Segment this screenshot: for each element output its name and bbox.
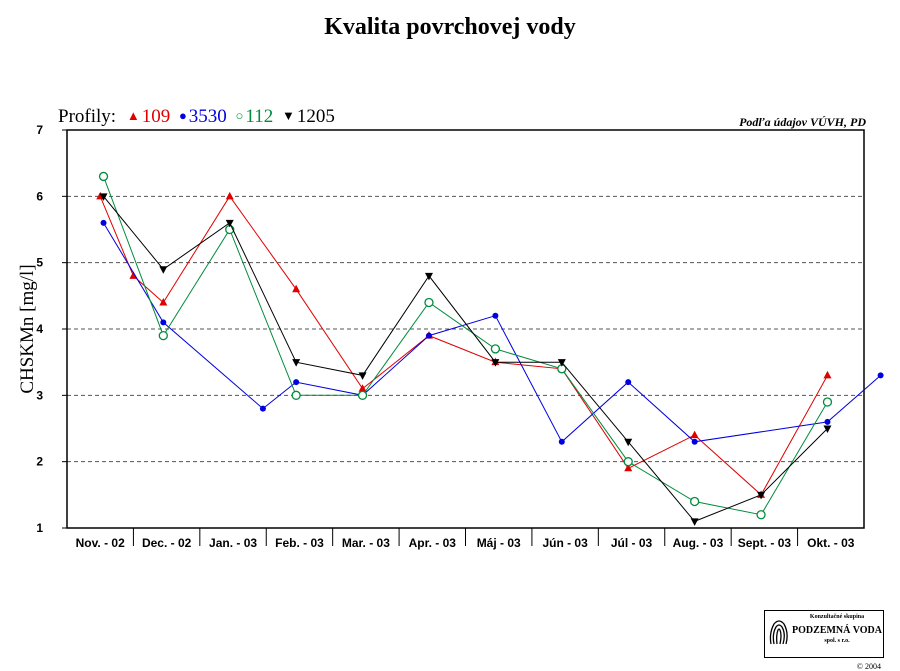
data-point-1205 (424, 272, 433, 281)
legend-item-109: ▲ 109 (126, 106, 171, 127)
data-point-112 (158, 330, 168, 341)
data-point-1205 (225, 219, 234, 228)
series-line-112 (103, 176, 828, 516)
data-point-3530 (293, 379, 300, 386)
y-tick-label: 7 (36, 123, 43, 137)
x-tick-label: Okt. - 03 (807, 536, 855, 550)
logo-name: PODZEMNÁ VODA (792, 625, 882, 636)
data-point-112 (490, 344, 501, 354)
data-point-3530 (824, 418, 831, 425)
x-tick-label: Jún - 03 (542, 536, 588, 550)
y-tick-label: 3 (36, 388, 43, 402)
data-point-3530 (558, 438, 565, 445)
data-point-112 (98, 171, 109, 182)
legend-label: Profily: (58, 106, 117, 127)
fingerprint-icon (769, 620, 788, 645)
y-tick-label: 6 (36, 189, 43, 203)
y-axis-label: CHSKMn [mg/l] (17, 264, 38, 393)
series-line-3530 (103, 222, 881, 443)
y-tick-label: 4 (36, 322, 43, 336)
data-point-109 (159, 297, 168, 306)
data-point-1205 (557, 359, 566, 367)
x-tick-label: Sept. - 03 (738, 536, 792, 550)
logo-sub-text: spol. s r.o. (824, 638, 850, 644)
company-logo: Konzultačné skupina PODZEMNÁ VODA spol. … (764, 610, 884, 671)
data-point-1205 (690, 518, 699, 526)
logo-top-text: Konzultačné skupina (809, 614, 865, 620)
data-point-109 (624, 463, 633, 472)
data-point-1205 (99, 193, 108, 201)
copyright: © 2004 (856, 662, 881, 671)
filled-circle-icon: ● (178, 108, 187, 123)
data-point-1205 (823, 425, 832, 433)
data-point-112 (623, 457, 633, 467)
open-circle-icon: ○ (235, 108, 244, 123)
data-point-112 (424, 297, 434, 308)
data-point-3530 (492, 312, 499, 319)
y-tick-label: 2 (36, 455, 43, 469)
data-point-3530 (425, 332, 432, 339)
data-point-1205 (159, 266, 168, 274)
source-note: Podľa údajov VÚVH, PD (739, 115, 866, 129)
triangle-down-icon: ▼ (281, 108, 295, 123)
y-tick-label: 1 (36, 521, 43, 535)
chart-title: Kvalita povrchovej vody (324, 14, 576, 40)
data-point-112 (357, 390, 368, 400)
y-tick-label: 5 (36, 256, 43, 270)
data-point-112 (822, 397, 833, 407)
x-tick-label: Aug. - 03 (673, 536, 724, 550)
x-tick-label: Mar. - 03 (342, 536, 390, 550)
data-point-1205 (358, 372, 367, 380)
legend-item-3530: ● 3530 (178, 106, 227, 127)
x-tick-label: Máj - 03 (477, 536, 521, 550)
legend-item-1205: ▼ 1205 (281, 106, 335, 127)
data-point-1205 (757, 491, 766, 500)
x-tick-label: Júl - 03 (611, 536, 653, 550)
triangle-up-icon: ▲ (126, 108, 140, 123)
series-line-1205 (103, 195, 828, 522)
x-tick-label: Feb. - 03 (275, 536, 324, 550)
data-point-112 (756, 510, 766, 520)
data-point-1205 (491, 359, 500, 367)
data-point-3530 (691, 438, 698, 445)
data-point-3530 (625, 379, 632, 386)
legend: Profily: ▲ 109 ● 3530 ○ 112 ▼ 1205 (58, 106, 339, 128)
data-point-109 (292, 284, 301, 293)
data-point-112 (291, 390, 301, 400)
line-chart: 1 2 3 4 5 6 7 Nov. - 02 Dec. - 02 Jan. - 03 Feb. -… (17, 123, 884, 550)
x-tick-label: Dec. - 02 (142, 536, 192, 550)
data-point-1205 (624, 438, 633, 447)
legend-item-112: ○ 112 (235, 106, 274, 127)
data-point-3530 (100, 219, 107, 226)
data-point-3530 (877, 372, 884, 379)
series-line-109 (99, 195, 828, 496)
data-point-3530 (259, 405, 266, 412)
data-point-109 (129, 271, 138, 279)
x-tick-label: Nov. - 02 (76, 536, 125, 550)
data-point-109 (690, 430, 699, 439)
data-point-109 (823, 370, 832, 379)
data-point-1205 (292, 359, 301, 367)
data-point-3530 (160, 319, 167, 326)
data-point-112 (689, 496, 700, 507)
data-point-109 (225, 191, 234, 200)
data-point-109 (358, 384, 367, 392)
x-tick-label: Apr. - 03 (409, 536, 457, 550)
x-tick-label: Jan. - 03 (209, 536, 257, 550)
